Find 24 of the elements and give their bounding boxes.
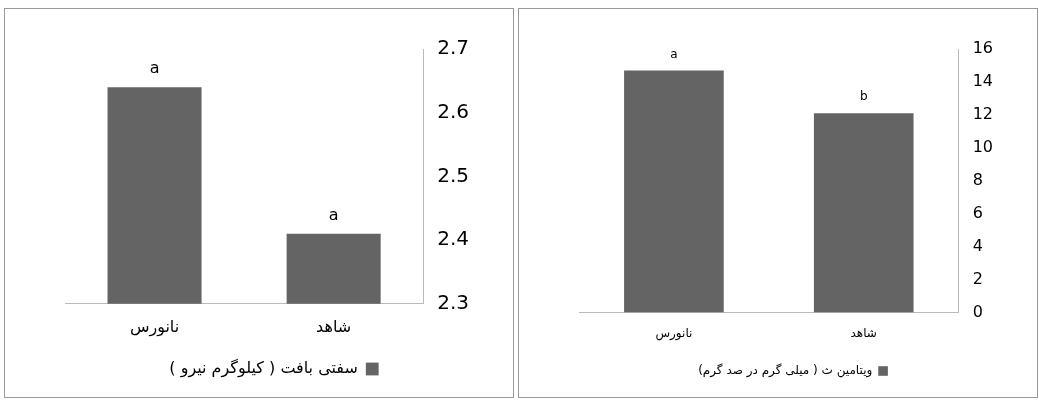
y-tick-label: 0 — [972, 301, 983, 321]
annotation: a — [149, 58, 160, 78]
y-tick-label: 16 — [972, 38, 993, 58]
y-tick-label: 14 — [972, 71, 993, 91]
annotation: a — [328, 204, 339, 224]
x-tick-label: نانورس — [129, 316, 180, 337]
y-tick-label: 8 — [972, 169, 983, 189]
y-tick-label: 2.3 — [437, 290, 470, 314]
annotation: b — [859, 89, 868, 104]
annotation: a — [670, 46, 678, 61]
y-tick-label: 12 — [972, 104, 993, 124]
y-tick-label: 2.4 — [437, 226, 470, 251]
legend-label: سفتی بافت ( کیلوگرم نیرو ) — [169, 358, 358, 379]
legend-label: ویتامین ث ( میلی گرم در صد گرم) — [698, 363, 873, 379]
x-tick-label: شاهد — [316, 316, 352, 336]
y-tick-label: 2.7 — [437, 35, 470, 60]
x-tick-label: نانورس — [655, 325, 693, 341]
y-tick-label: 2.6 — [437, 98, 470, 123]
y-tick-label: 6 — [972, 202, 983, 222]
y-tick-label: 2.5 — [437, 162, 470, 187]
y-tick-label: 2 — [972, 268, 983, 288]
x-tick-label: شاهد — [850, 325, 877, 340]
y-tick-label: 10 — [972, 137, 993, 157]
y-tick-label: 4 — [972, 235, 983, 255]
